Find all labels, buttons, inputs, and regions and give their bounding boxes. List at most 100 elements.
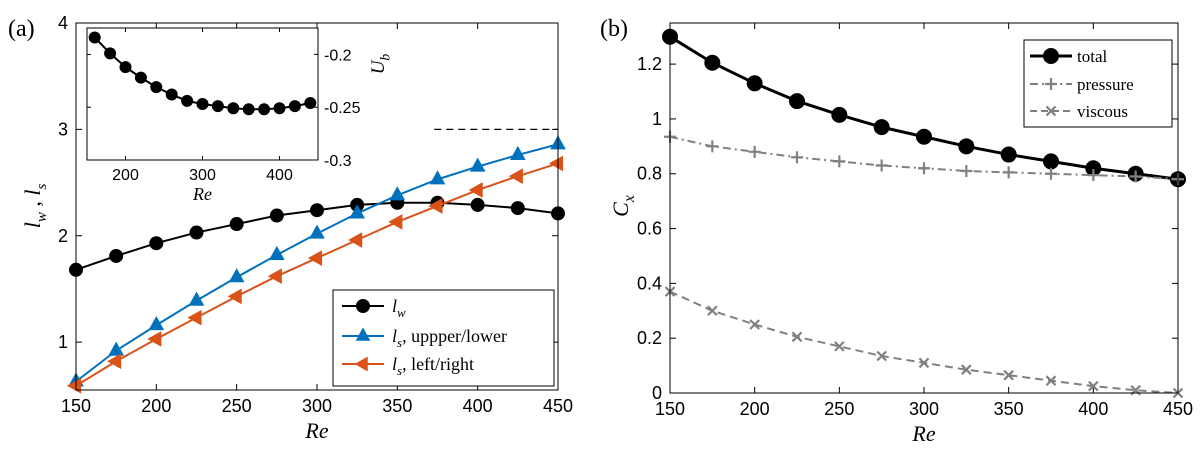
panel-0-inset-series-point	[304, 96, 317, 109]
panel-0-x-tick-label: 400	[463, 396, 493, 416]
panel-1-x-tick-label: 150	[655, 399, 685, 419]
panel-0-legend-swatch-marker-0	[356, 299, 370, 313]
panel-0-legend-swatch-marker-1	[355, 327, 371, 341]
panel-1-series-1-point	[1129, 170, 1142, 183]
panel-0-series-2-point	[227, 288, 242, 305]
panel-1-series-2-point	[1045, 375, 1057, 386]
panel-0-legend: lw ls, uppper/lower ls, left/right	[332, 289, 555, 387]
panel-0-inset-x-tick-label: 300	[189, 167, 216, 184]
panel-0-series-2-point	[187, 309, 202, 326]
panel-1-x-tick-label: 300	[909, 399, 939, 419]
panel-1-series-2-point	[707, 305, 718, 317]
panel-0-series-0-point	[470, 197, 485, 212]
panel-0-series-2-point	[147, 331, 162, 347]
panel-0-inset-series-point	[273, 102, 286, 115]
panel-0-inset-series-point	[165, 88, 178, 101]
panel-1-series-0-point	[1000, 146, 1017, 163]
panel-1-x-tick-label: 450	[1163, 399, 1193, 419]
panel-0-x-tick-label: 150	[61, 396, 91, 416]
panel-0-legend-entry-0: lw	[392, 296, 406, 320]
panel-1-x-tick-label: 250	[824, 399, 854, 419]
panel-1: 150 200 250 300 350 400 450 0 0.2 0.4 0.6 0.8 1 1.2 Re…	[600, 16, 1193, 446]
panel-0-series-0-point	[269, 208, 284, 223]
panel-1-series-0-point	[1043, 153, 1059, 170]
panel-1-series-1-point	[960, 165, 973, 177]
panel-0-series-2-point	[388, 214, 403, 230]
panel-0-series-1-point	[148, 316, 165, 331]
panel-0-inset-y-tick-label: -0.2	[324, 47, 352, 64]
panel-0-inset-box	[86, 27, 319, 161]
panel-0-x-tick-label: 300	[302, 396, 332, 416]
panel-0-series-2-point	[107, 353, 122, 370]
panel-1-series-2-point	[961, 364, 972, 375]
panel-1-x-label: Re	[911, 421, 935, 446]
panel-0-inset-series-point	[288, 100, 301, 113]
panel-0-inset-series-point	[104, 47, 117, 60]
panel-0-inset-y-label-text: Ub	[368, 54, 392, 75]
panel-1-series-2-point	[834, 341, 845, 352]
panel-1-series-1-point	[833, 155, 846, 168]
panel-1-series-1-point	[748, 145, 761, 158]
panel-1-axes-box	[669, 22, 1179, 394]
panel-1-y-tick-label: 0.6	[637, 219, 662, 239]
panel-0-series-1-point	[509, 145, 526, 160]
panel-1-series-0-point	[746, 75, 763, 92]
panel-1-series-2-point	[1003, 369, 1014, 381]
panel-0-series-2-point	[66, 377, 82, 394]
panel-1-series-2-point	[1088, 380, 1099, 392]
panel-1-legend: total pressure viscous	[1023, 39, 1173, 128]
panel-0-series-2-point	[267, 268, 282, 285]
panel-1-series-0-point	[789, 93, 805, 110]
panel-0-series-2-point	[428, 198, 443, 214]
panel-1-legend-swatch-marker-2	[1045, 105, 1057, 117]
panel-0-series-0-point	[310, 203, 324, 218]
panel-0-series-0-point	[149, 236, 164, 251]
panel-0-inset-x-tick-label: 200	[112, 167, 139, 184]
panel-0-x-label: Re	[304, 418, 328, 443]
panel-1-y-tick-label: 1.2	[637, 54, 662, 74]
panel-0-inset-y-tick-label: -0.25	[324, 100, 361, 117]
panel-0-series-1-point	[429, 170, 446, 185]
panel-1-y-tick-label: 0.2	[637, 328, 662, 348]
panel-0-series-2-point	[348, 232, 363, 248]
panel-1-y-tick-label: 0.8	[637, 164, 662, 184]
panel-1-series-0-point	[831, 106, 848, 123]
panel-0-series-1-point	[389, 186, 406, 201]
panel-1-series-2-point	[749, 319, 760, 330]
panel-0-inset-series-point	[196, 98, 209, 111]
panel-0-y-tick-label: 2	[58, 226, 68, 246]
panel-1-x-tick-label: 200	[740, 399, 770, 419]
panel-1-x-tick-label: 400	[1078, 399, 1108, 419]
panel-0-inset-series-point	[150, 81, 163, 94]
panel-0-x-tick-label: 450	[543, 396, 573, 416]
panel-1-y-label: Cx	[608, 195, 638, 217]
panel-0-series-2-point	[468, 182, 483, 198]
panel-0-series-0-point	[109, 248, 124, 263]
panel-1-y-tick-label: 1	[652, 109, 662, 129]
panel-0-y-tick-label: 4	[58, 13, 68, 33]
panel-0-legend-entry-1: ls, uppper/lower	[392, 326, 507, 350]
panel-1-legend-swatch-marker-1	[1045, 78, 1057, 90]
panel-0-y-tick-label: 3	[58, 119, 68, 139]
panel-0-series-1-point	[349, 204, 366, 219]
panel-0-series-0-point	[229, 217, 244, 232]
panel-0-series-2-point	[508, 168, 523, 185]
panel-1-series-2-line	[669, 290, 1179, 394]
panel-1-x-tick-label: 350	[994, 399, 1024, 419]
panel-0-series-2-point	[548, 155, 564, 172]
panel-1-series-2-point	[876, 350, 887, 362]
panel-0-inset-series-point	[88, 31, 101, 44]
panel-0-inset-series-point	[181, 94, 194, 107]
panel-0-inset-x-tick-label: 400	[266, 167, 293, 184]
panel-0-legend-entry-2: ls, left/right	[392, 354, 474, 378]
panel-0-series-1-point	[469, 157, 486, 172]
panel-0-series-1-point	[108, 341, 125, 356]
panel-0-inset-series-point	[258, 103, 271, 116]
panel-1-series-1-point	[1087, 169, 1100, 182]
panel-0-inset-y-tick-label: -0.3	[324, 153, 352, 170]
panel-0-series-1-point	[309, 224, 325, 239]
panel-1-y-tick-label: 0	[652, 383, 662, 403]
panel-0-inset-series-point	[242, 103, 255, 116]
